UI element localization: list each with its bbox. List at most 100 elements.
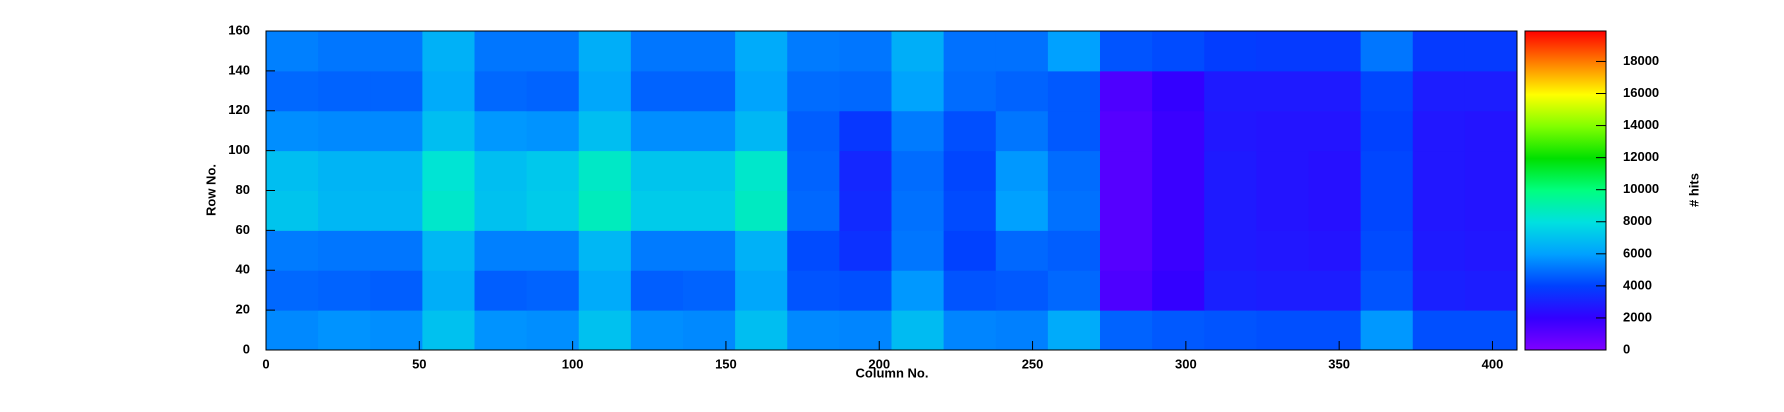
heatmap-cell [1100, 310, 1153, 351]
heatmap-cell [422, 150, 475, 191]
heatmap-cell [1204, 70, 1257, 112]
heatmap-cell [630, 110, 684, 152]
heatmap-cell [1412, 150, 1466, 191]
heatmap-cell [1204, 310, 1257, 351]
heatmap-cell [578, 31, 632, 72]
colorbar-tick-label: 12000 [1623, 149, 1659, 164]
heatmap-cell [1204, 110, 1257, 152]
heatmap-cell [683, 150, 736, 191]
heatmap-cell [318, 230, 371, 271]
heatmap-cell [1100, 190, 1153, 231]
heatmap-cell [683, 230, 736, 271]
x-tick-label: 400 [1482, 356, 1504, 371]
heatmap-cell [1047, 70, 1101, 112]
y-tick-label: 20 [236, 302, 250, 317]
y-tick-label: 100 [228, 142, 250, 157]
heatmap-cell [422, 70, 475, 112]
colorbar-tick-label: 14000 [1623, 117, 1659, 132]
heatmap-cell [474, 150, 528, 191]
heatmap-cell [1100, 110, 1153, 152]
heatmap-cell [1412, 230, 1466, 271]
heatmap-cell [735, 230, 788, 271]
heatmap-cell [1152, 31, 1205, 72]
heatmap-cell [578, 70, 632, 112]
heatmap-cell [1047, 110, 1101, 152]
heatmap-cell [318, 270, 371, 311]
heatmap-cell [995, 31, 1049, 72]
heatmap-cell [787, 230, 840, 271]
heatmap-cell [683, 70, 736, 112]
heatmap-cell [1412, 190, 1466, 231]
heatmap-cell [1152, 230, 1205, 271]
heatmap-cell [1308, 70, 1362, 112]
heatmap-cell [1204, 270, 1257, 311]
heatmap-cell [995, 150, 1049, 191]
heatmap-cell [318, 310, 371, 351]
heatmap-cell [578, 310, 632, 351]
heatmap-cell [787, 150, 840, 191]
heatmap-cell [526, 150, 580, 191]
heatmap-cell [1412, 31, 1466, 72]
heatmap-cell [891, 230, 945, 271]
heatmap-cell [1412, 70, 1466, 112]
heatmap-cell [370, 230, 423, 271]
heatmap-cell [578, 190, 632, 231]
heatmap-cell [891, 270, 945, 311]
heatmap-cell [630, 150, 684, 191]
heatmap-cell [1256, 31, 1309, 72]
heatmap-cell [474, 70, 528, 112]
heatmap-cell [1308, 270, 1362, 311]
heatmap-cell [943, 230, 997, 271]
heatmap-cell [370, 31, 423, 72]
heatmap-cell [422, 270, 475, 311]
heatmap-cell [630, 230, 684, 271]
heatmap-cell [1047, 31, 1101, 72]
colorbar-tick-label: 10000 [1623, 181, 1659, 196]
heatmap-cell [683, 190, 736, 231]
heatmap-cell [1464, 110, 1518, 152]
heatmap-cell [1308, 190, 1362, 231]
heatmap-cell [1256, 150, 1309, 191]
heatmap-cell [1464, 190, 1518, 231]
colorbar-tick-label: 6000 [1623, 245, 1652, 260]
y-tick-label: 80 [236, 182, 250, 197]
heatmap-cell [683, 31, 736, 72]
heatmap-cell [1360, 190, 1414, 231]
heatmap-cell [318, 110, 371, 152]
heatmap-cell [370, 110, 423, 152]
heatmap-cell [1308, 31, 1362, 72]
heatmap-cell [1152, 270, 1205, 311]
heatmap-cell [787, 110, 840, 152]
heatmap-cell [787, 310, 840, 351]
heatmap-cell [1412, 310, 1466, 351]
heatmap-cell [266, 190, 319, 231]
heatmap-cell [839, 150, 892, 191]
heatmap-cell [526, 70, 580, 112]
x-tick-label: 250 [1022, 356, 1044, 371]
heatmap-cell [1152, 110, 1205, 152]
heatmap-cell [1360, 270, 1414, 311]
heatmap-cell [787, 270, 840, 311]
heatmap-cell [630, 190, 684, 231]
heatmap-cell [1256, 310, 1309, 351]
heatmap-cell [578, 150, 632, 191]
heatmap-cell [891, 31, 945, 72]
heatmap-cell [1047, 190, 1101, 231]
x-tick-label: 300 [1175, 356, 1197, 371]
heatmap-cell [1204, 190, 1257, 231]
heatmap-cell [1464, 31, 1518, 72]
heatmap-cell [995, 230, 1049, 271]
heatmap-cell [474, 110, 528, 152]
heatmap-cell [474, 230, 528, 271]
heatmap-cell [578, 110, 632, 152]
heatmap-cell [526, 190, 580, 231]
colorbar-tick-label: 0 [1623, 341, 1630, 356]
heatmap-cell [422, 310, 475, 351]
x-tick-label: 50 [412, 356, 426, 371]
colorbar-tick-label: 8000 [1623, 213, 1652, 228]
heatmap-cell [318, 150, 371, 191]
heatmap-cell [1047, 270, 1101, 311]
heatmap-cell [735, 190, 788, 231]
heatmap-cell [1256, 70, 1309, 112]
heatmap-cell [839, 110, 892, 152]
